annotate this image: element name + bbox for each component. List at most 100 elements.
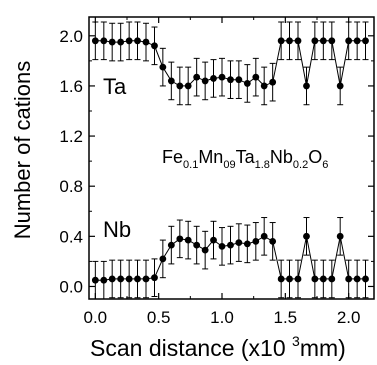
data-point [294,275,302,283]
data-point [201,246,209,254]
data-point [286,37,293,45]
data-point [117,275,125,283]
data-point [142,275,150,283]
data-point [108,38,116,46]
data-point [184,82,192,90]
x-tick-label: 2.0 [337,308,361,327]
data-point [167,241,175,249]
data-point [303,82,310,90]
formula-subscript: 6 [322,159,328,171]
x-tick-label: 1.5 [274,308,298,327]
data-point [243,80,251,87]
data-point [235,76,243,84]
data-point [362,37,369,45]
data-point [319,275,327,283]
data-point [362,275,369,283]
plot-frame [88,16,375,300]
data-point [218,242,226,250]
x-tick-label: 0.5 [147,308,171,327]
data-point [193,241,201,249]
y-tick-label: 2.0 [59,27,83,46]
data-point [353,275,361,283]
data-point [210,236,217,244]
data-point [100,276,108,284]
data-point [108,275,116,283]
data-point [227,76,234,84]
x-axis-label-sup: 3 [292,333,300,349]
formula-subscript: 0.2 [293,159,308,171]
data-point [159,63,167,71]
data-point [151,274,158,282]
x-tick-label: 0.0 [84,308,108,327]
series-label-nb: Nb [103,217,131,242]
data-point [176,82,184,90]
data-point [260,232,268,240]
y-tick-label: 0.4 [59,227,83,246]
data-point [328,37,336,45]
data-point [277,37,285,45]
data-point [218,73,226,81]
data-point [151,42,158,50]
data-point [125,37,133,45]
data-point [303,232,310,240]
data-point [336,232,344,240]
data-point [201,77,209,85]
formula-element: Fe [162,147,183,167]
data-point [328,275,336,283]
y-tick-label: 1.2 [59,127,83,146]
formula-element: Ta [236,147,256,167]
data-point [100,37,108,45]
data-point [167,77,175,85]
data-point [159,255,167,263]
x-axis-label-post: mm) [300,335,346,361]
formula-element: Mn [198,147,223,167]
x-axis-label-pre: Scan distance (x10 [90,335,292,361]
formula-subscript: 0.1 [183,159,198,171]
y-tick-label: 1.6 [59,77,83,96]
data-point [269,237,277,245]
data-point [336,82,344,90]
y-axis-label: Number of cations [10,61,35,240]
data-point [235,239,243,247]
data-point [142,38,150,46]
data-point [345,275,353,283]
data-point [311,275,319,283]
data-point [91,276,99,284]
formula-element: Nb [270,147,293,167]
series-nb [91,217,369,300]
formula-subscript: 1.8 [255,159,270,171]
data-point [294,37,302,45]
series-layer [91,21,369,300]
y-tick-label: 0.0 [59,277,83,296]
data-point [345,37,353,45]
data-point [277,275,285,283]
axis-ticks: 0.0 0.5 1.0 1.5 2.0 0.0 0.4 0.8 1.2 1.6 2.0 [59,17,374,327]
data-point [252,237,260,245]
data-point [134,37,141,45]
data-point [353,37,361,45]
data-point [319,37,327,45]
series-label-ta: Ta [103,74,127,99]
data-point [311,37,319,45]
data-point [210,75,217,82]
formula-subscript: 09 [223,159,235,171]
data-point [227,241,234,249]
formula-element: O [308,147,322,167]
data-point [134,275,141,283]
data-point [252,73,260,81]
composition-annotation: Fe0.1Mn09Ta1.8Nb0.2O6 [162,147,328,171]
x-tick-label: 1.0 [210,308,234,327]
data-point [286,275,293,283]
data-point [243,240,251,248]
plot-area-border [88,16,375,300]
data-point [117,38,125,46]
y-tick-label: 0.8 [59,177,83,196]
data-point [91,37,99,45]
data-point [269,78,277,86]
data-point [125,275,133,283]
series-ta [91,21,369,106]
data-point [193,73,201,81]
data-point [184,236,192,244]
x-axis-label: Scan distance (x10 3mm) [90,333,346,361]
